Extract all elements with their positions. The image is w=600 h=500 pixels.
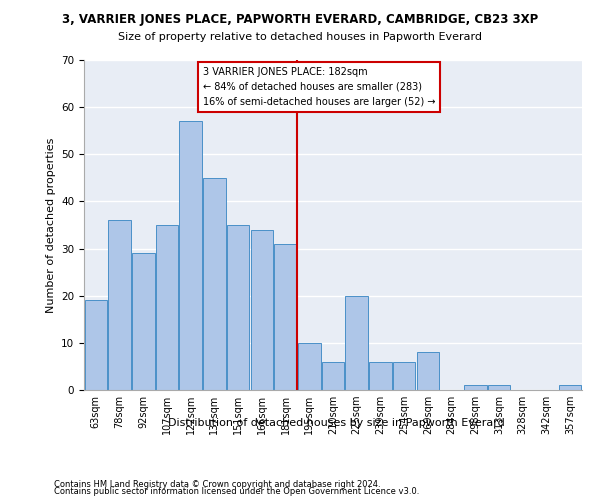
Bar: [274, 244, 297, 390]
Bar: [203, 178, 226, 390]
Bar: [346, 296, 368, 390]
Bar: [298, 343, 320, 390]
Bar: [132, 254, 155, 390]
Bar: [109, 220, 131, 390]
Bar: [559, 386, 581, 390]
Text: Distribution of detached houses by size in Papworth Everard: Distribution of detached houses by size …: [167, 418, 505, 428]
Bar: [393, 362, 415, 390]
Bar: [488, 386, 510, 390]
Bar: [156, 225, 178, 390]
Bar: [179, 122, 202, 390]
Bar: [85, 300, 107, 390]
Text: 3 VARRIER JONES PLACE: 182sqm
← 84% of detached houses are smaller (283)
16% of : 3 VARRIER JONES PLACE: 182sqm ← 84% of d…: [203, 67, 435, 106]
Text: Size of property relative to detached houses in Papworth Everard: Size of property relative to detached ho…: [118, 32, 482, 42]
Y-axis label: Number of detached properties: Number of detached properties: [46, 138, 56, 312]
Text: Contains public sector information licensed under the Open Government Licence v3: Contains public sector information licen…: [54, 487, 419, 496]
Bar: [416, 352, 439, 390]
Bar: [251, 230, 273, 390]
Text: 3, VARRIER JONES PLACE, PAPWORTH EVERARD, CAMBRIDGE, CB23 3XP: 3, VARRIER JONES PLACE, PAPWORTH EVERARD…: [62, 12, 538, 26]
Bar: [322, 362, 344, 390]
Bar: [369, 362, 392, 390]
Bar: [464, 386, 487, 390]
Bar: [227, 225, 250, 390]
Text: Contains HM Land Registry data © Crown copyright and database right 2024.: Contains HM Land Registry data © Crown c…: [54, 480, 380, 489]
